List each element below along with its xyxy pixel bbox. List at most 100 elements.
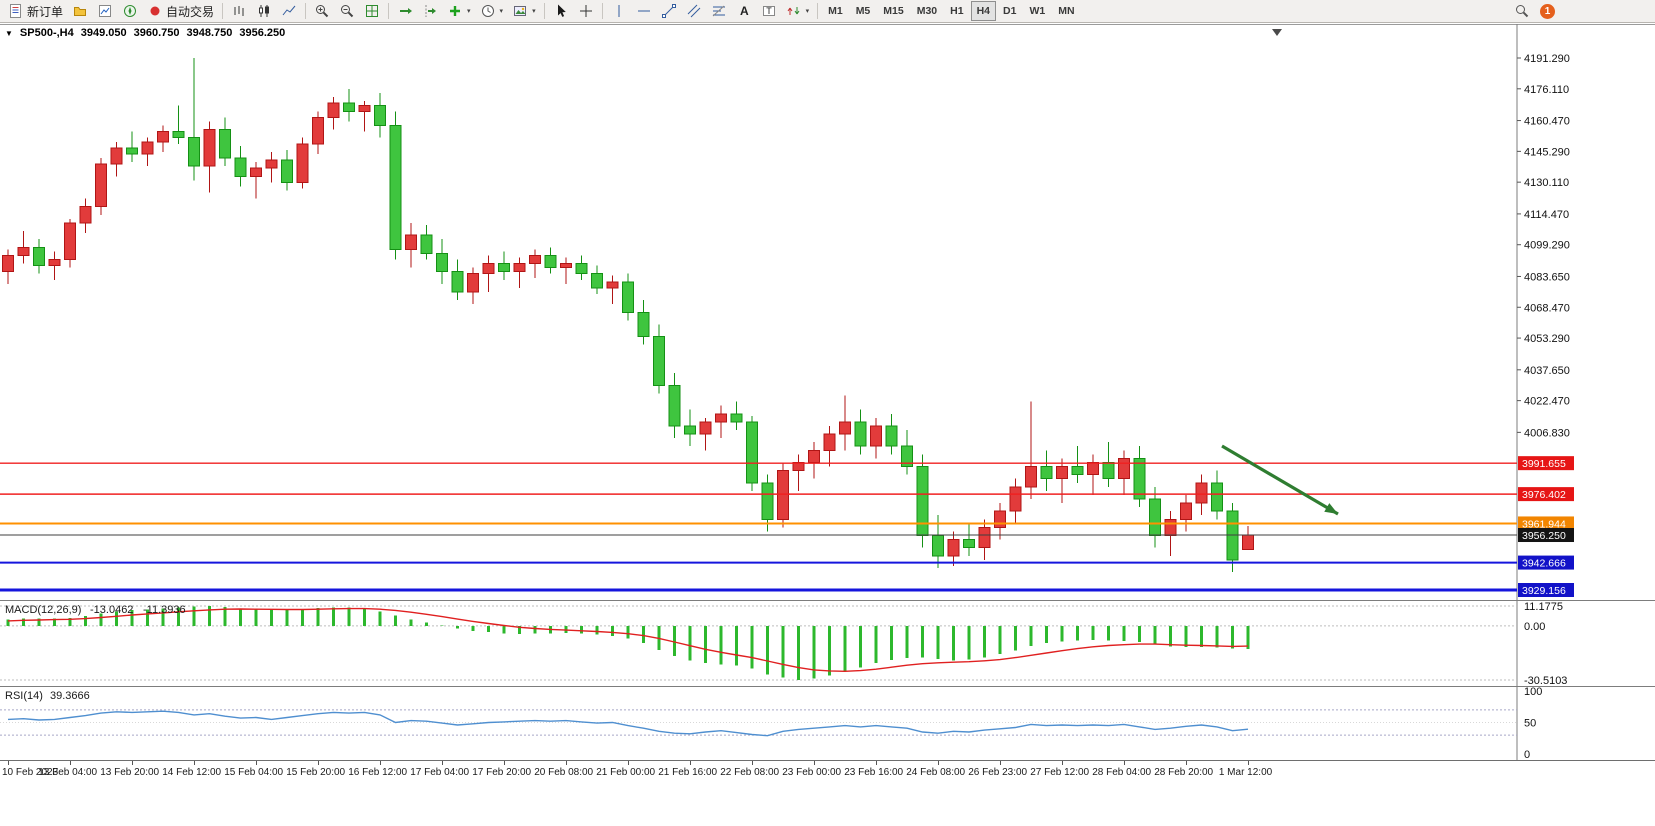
chart-shift-button[interactable] xyxy=(418,1,442,21)
price-tick-label: 4037.650 xyxy=(1524,365,1570,377)
price-tick-label: 4130.110 xyxy=(1524,177,1569,189)
time-tick xyxy=(752,761,753,765)
timeframe-button-h4[interactable]: H4 xyxy=(970,1,997,21)
periods-button[interactable]: ▾ xyxy=(476,1,508,21)
timeframe-button-mn[interactable]: MN xyxy=(1058,5,1075,17)
support-line-blue-3929-badge-label: 3929.156 xyxy=(1522,585,1566,597)
auto-scroll-button[interactable] xyxy=(393,1,417,21)
trendline-tool-button[interactable] xyxy=(657,1,681,21)
chart-shift-icon xyxy=(425,5,437,17)
macd-panel[interactable]: 11.1775 0.00 -30.5103 MACD(12,26,9) -13.0462… xyxy=(0,600,1655,686)
auto-trading-icon xyxy=(150,6,160,16)
svg-text:T: T xyxy=(766,6,772,16)
cursor-button[interactable] xyxy=(549,1,573,21)
time-tick xyxy=(504,761,505,765)
chart-symbol-period: SP500-,H4 xyxy=(19,27,74,39)
price-tick-label: 4160.470 xyxy=(1524,116,1570,128)
timeframe-button-m1[interactable]: M1 xyxy=(828,5,843,17)
price-tick-label: 4176.110 xyxy=(1524,84,1569,96)
time-label: 1 Mar 12:00 xyxy=(1218,767,1273,778)
price-tick-label: 4145.290 xyxy=(1524,146,1570,158)
ohlc-close: 3956.250 xyxy=(239,27,286,39)
horizontal-line-icon xyxy=(637,10,650,12)
crosshair-button[interactable] xyxy=(574,1,598,21)
time-tick xyxy=(566,761,567,765)
tile-windows-button[interactable] xyxy=(360,1,384,21)
rsi-title: RSI(14) xyxy=(5,690,43,702)
time-tick xyxy=(1124,761,1125,765)
bar-chart-button[interactable] xyxy=(227,1,251,21)
candlestick-chart-button[interactable] xyxy=(252,1,276,21)
resistance-line-3976-badge-label: 3976.402 xyxy=(1522,489,1566,501)
chart-shift-marker[interactable] xyxy=(1272,29,1282,36)
new-order-button[interactable]: 新订单 xyxy=(4,1,67,21)
toolbar-separator xyxy=(543,3,545,19)
resistance-line-3991-badge-label: 3991.655 xyxy=(1522,458,1566,470)
main-chart[interactable]: 4191.290 4176.110 4160.470 4145.290 4130.110… xyxy=(0,24,1655,600)
rsi-line xyxy=(7,710,1249,737)
channel-tool-button[interactable] xyxy=(682,1,706,21)
time-tick xyxy=(442,761,443,765)
timeframe-button-h1[interactable]: H1 xyxy=(950,5,964,17)
fibonacci-tool-button[interactable] xyxy=(707,1,731,21)
time-tick xyxy=(1062,761,1063,765)
template-image-icon xyxy=(514,6,527,16)
timeframe-button-m5[interactable]: M5 xyxy=(855,5,871,17)
support-line-orange-3961-badge-label: 3961.944 xyxy=(1522,518,1566,530)
auto-scroll-icon xyxy=(400,8,413,14)
add-indicator-button[interactable]: ▾ xyxy=(443,1,475,21)
timeframe-button-m15[interactable]: M15 xyxy=(883,5,904,17)
crosshair-icon xyxy=(579,5,592,17)
timeframe-button-d1[interactable]: D1 xyxy=(1003,5,1017,17)
time-tick xyxy=(876,761,877,765)
auto-trading-label: 自动交易 xyxy=(166,4,215,19)
timeframe-button-w1[interactable]: W1 xyxy=(1029,5,1046,17)
navigator-button[interactable] xyxy=(118,1,142,21)
profiles-button[interactable] xyxy=(68,1,92,21)
timeframe-group: M1 M5 M15 M30 H1 H4 D1 W1 MN xyxy=(822,1,1080,21)
text-label-icon: T xyxy=(762,6,775,16)
market-watch-button[interactable] xyxy=(93,1,117,21)
time-label: 28 Feb 04:00 xyxy=(1092,767,1152,778)
time-tick xyxy=(938,761,939,765)
macd-axis-label: 0.00 xyxy=(1524,621,1545,633)
trend-arrow[interactable] xyxy=(1221,444,1339,516)
trend-arrow-head xyxy=(1324,503,1338,514)
time-label: 24 Feb 08:00 xyxy=(906,767,966,778)
chevron-down-icon: ▾ xyxy=(805,8,810,15)
zoom-in-button[interactable] xyxy=(310,1,334,21)
time-label: 27 Feb 12:00 xyxy=(1030,767,1090,778)
chart-collapse-icon[interactable]: ▼ xyxy=(5,28,13,38)
add-indicator-icon xyxy=(450,6,461,16)
ohlc-open: 3949.050 xyxy=(80,27,127,39)
trendline-icon xyxy=(661,4,676,18)
time-tick xyxy=(8,761,9,765)
ohlc-low: 3948.750 xyxy=(186,27,233,39)
ohlc-high: 3960.750 xyxy=(133,27,180,39)
text-label-tool-button[interactable]: T xyxy=(757,1,781,21)
time-label: 23 Feb 00:00 xyxy=(782,767,842,778)
new-order-label: 新订单 xyxy=(27,4,64,19)
time-label: 16 Feb 12:00 xyxy=(348,767,408,778)
auto-trading-button[interactable]: 自动交易 xyxy=(143,1,218,21)
macd-signal-line xyxy=(7,607,1249,673)
macd-histogram xyxy=(6,606,1250,680)
horizontal-line-tool-button[interactable] xyxy=(632,1,656,21)
vertical-line-tool-button[interactable] xyxy=(607,1,631,21)
notification-badge[interactable]: 1 xyxy=(1540,3,1555,19)
candles xyxy=(2,58,1254,573)
line-chart-button[interactable] xyxy=(277,1,301,21)
clock-icon xyxy=(481,5,494,17)
price-tick-label: 4191.290 xyxy=(1524,53,1570,65)
zoom-out-button[interactable] xyxy=(335,1,359,21)
toolbar-separator xyxy=(222,3,224,19)
time-tick xyxy=(194,761,195,765)
time-axis[interactable]: 10 Feb 2023 13 Feb 04:00 13 Feb 20:00 14 Fe… xyxy=(0,760,1655,784)
templates-button[interactable]: ▾ xyxy=(508,1,540,21)
rsi-panel[interactable]: 100 50 0 RSI(14) 39.3666 xyxy=(0,686,1655,760)
timeframe-button-m30[interactable]: M30 xyxy=(916,5,938,17)
arrows-tool-button[interactable]: ▾ xyxy=(782,1,814,21)
text-tool-button[interactable]: A xyxy=(732,1,756,21)
rsi-value: 39.3666 xyxy=(50,690,90,702)
search-button[interactable] xyxy=(1510,1,1534,21)
